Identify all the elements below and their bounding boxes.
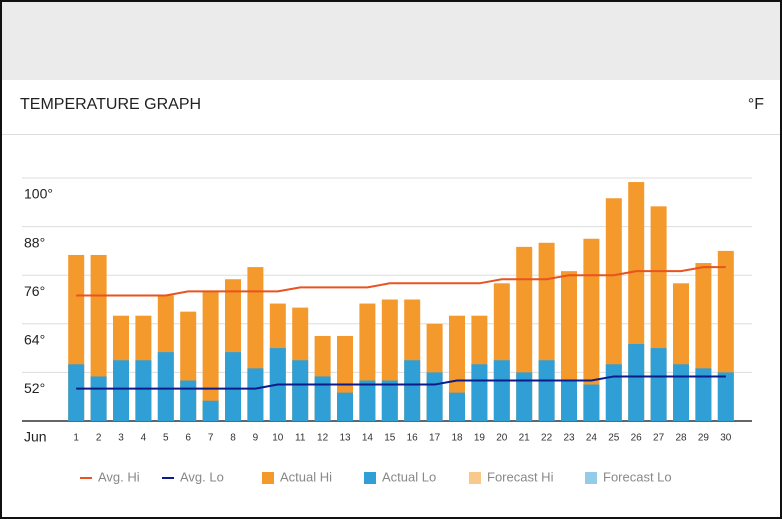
x-tick-label: 2 — [96, 433, 102, 444]
bar — [135, 360, 152, 421]
x-tick-label: 11 — [295, 433, 306, 444]
legend-label: Forecast Lo — [603, 469, 672, 484]
x-tick-label: 9 — [253, 433, 259, 444]
bar — [337, 392, 353, 421]
bar — [449, 392, 465, 421]
bar — [157, 352, 174, 421]
x-tick-label: 6 — [185, 433, 191, 444]
x-tick-label: 29 — [698, 433, 710, 444]
y-tick-label: 88° — [24, 234, 45, 250]
bar — [247, 368, 264, 421]
legend-label: Actual Hi — [280, 469, 332, 484]
x-axis-label: Jun — [24, 429, 47, 445]
x-tick-label: 20 — [496, 433, 508, 444]
x-tick-label: 10 — [272, 433, 284, 444]
bar — [180, 380, 197, 421]
legend-label: Avg. Lo — [180, 469, 224, 484]
x-tick-label: 4 — [141, 433, 147, 444]
x-tick-label: 7 — [208, 433, 214, 444]
x-tick-label: 22 — [541, 433, 553, 444]
x-tick-label: 28 — [675, 433, 687, 444]
bar — [90, 376, 107, 421]
x-tick-label: 23 — [563, 433, 575, 444]
x-tick-label: 3 — [118, 433, 124, 444]
bar — [68, 364, 85, 421]
x-tick-label: 17 — [429, 433, 441, 444]
legend-swatch — [262, 472, 274, 484]
line — [76, 375, 726, 390]
x-tick-label: 30 — [720, 433, 732, 444]
bar — [471, 364, 488, 421]
x-tick-label: 13 — [339, 433, 351, 444]
legend-swatch — [585, 472, 597, 484]
x-tick-label: 27 — [653, 433, 665, 444]
x-tick-label: 16 — [407, 433, 419, 444]
x-tick-label: 24 — [586, 433, 598, 444]
bar — [516, 372, 533, 421]
bar — [717, 372, 734, 421]
bar — [202, 400, 219, 421]
x-tick-label: 14 — [362, 433, 374, 444]
bar — [695, 368, 712, 421]
x-tick-label: 12 — [317, 433, 329, 444]
bar — [314, 376, 331, 421]
title: TEMPERATURE GRAPH — [20, 96, 202, 113]
x-tick-label: 19 — [474, 433, 486, 444]
legend-swatch — [469, 472, 481, 484]
bar — [628, 344, 645, 421]
x-tick-label: 18 — [451, 433, 463, 444]
bar — [561, 380, 577, 421]
y-tick-label: 100° — [24, 186, 53, 202]
x-tick-label: 15 — [384, 433, 396, 444]
bar — [605, 364, 622, 421]
bar — [225, 352, 241, 421]
line — [76, 266, 726, 297]
y-tick-label: 76° — [24, 283, 45, 299]
bar — [426, 372, 443, 421]
y-tick-label: 52° — [24, 380, 45, 396]
bar — [673, 364, 689, 421]
bar — [404, 360, 421, 421]
bar — [381, 380, 398, 421]
unit-toggle[interactable]: °F — [747, 96, 764, 113]
bar — [538, 360, 555, 421]
top-band — [2, 2, 780, 80]
legend-label: Actual Lo — [382, 469, 436, 484]
bar — [493, 360, 510, 421]
legend-label: Forecast Hi — [487, 469, 554, 484]
legend-swatch — [364, 472, 376, 484]
x-tick-label: 25 — [608, 433, 620, 444]
bar — [292, 360, 309, 421]
bar — [113, 360, 129, 421]
bar — [650, 348, 667, 421]
x-tick-label: 5 — [163, 433, 169, 444]
bar — [583, 384, 600, 421]
x-tick-label: 21 — [519, 433, 531, 444]
bar — [583, 238, 600, 421]
x-tick-label: 26 — [631, 433, 643, 444]
x-tick-label: 8 — [230, 433, 236, 444]
y-tick-label: 64° — [24, 332, 45, 348]
x-tick-label: 1 — [73, 433, 79, 444]
header: TEMPERATURE GRAPH °F — [2, 80, 780, 135]
legend-label: Avg. Hi — [98, 469, 140, 484]
bar — [359, 380, 376, 421]
